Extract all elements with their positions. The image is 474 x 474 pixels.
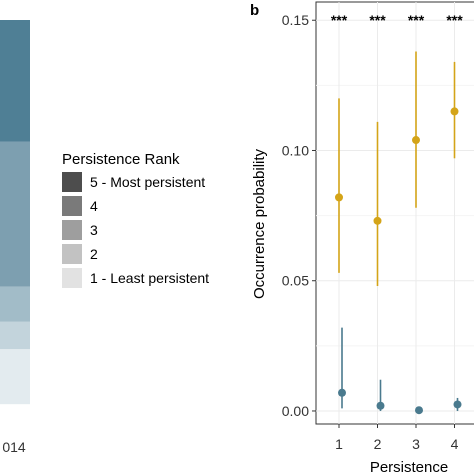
bar-segment-rank-5 <box>0 20 30 142</box>
significance-label: *** <box>369 12 386 28</box>
data-point <box>415 406 423 415</box>
y-tick-label: 0.00 <box>282 403 309 419</box>
x-tick-label: 3 <box>412 436 420 452</box>
panel-b-plot: 0.00 0.05 0.10 0.15 1 2 3 4 *** *** *** *** <box>282 1 474 452</box>
legend-title: Persistence Rank <box>62 151 180 168</box>
y-axis-label: Occurrence probability <box>251 148 268 299</box>
legend-swatch <box>62 172 82 192</box>
significance-marks: *** *** *** *** <box>331 12 463 28</box>
legend-entry-label: 5 - Most persistent <box>90 174 205 190</box>
legend-items: 5 - Most persistent 4 3 2 1 - Least persiste… <box>62 172 209 288</box>
panel-b-label: b <box>250 2 259 19</box>
y-axis-ticks: 0.00 0.05 0.10 0.15 <box>282 12 316 419</box>
panel-a-stacked-bar <box>0 20 30 405</box>
x-axis-ticks: 1 2 3 4 <box>335 424 459 452</box>
legend-entry-label: 3 <box>90 222 98 238</box>
legend-swatch <box>62 268 82 288</box>
bar-segment-rank-1 <box>0 349 30 405</box>
y-tick-label: 0.15 <box>282 12 309 28</box>
data-point <box>335 193 343 202</box>
legend-entry-label: 4 <box>90 198 98 214</box>
plot-frame <box>315 1 474 425</box>
significance-label: *** <box>408 12 425 28</box>
y-tick-label: 0.10 <box>282 142 309 158</box>
legend-swatch <box>62 196 82 216</box>
legend: Persistence Rank 5 - Most persistent 4 3 2 1… <box>62 151 209 288</box>
significance-label: *** <box>446 12 463 28</box>
x-tick-label: 1 <box>335 436 343 452</box>
legend-swatch <box>62 244 82 264</box>
data-point <box>450 107 459 116</box>
significance-label: *** <box>331 12 348 28</box>
data-point <box>373 216 382 225</box>
data-point <box>338 388 346 397</box>
panel-a-x-tick-label: 014 <box>2 439 26 455</box>
data-marks <box>335 51 462 415</box>
data-point <box>412 136 420 145</box>
legend-entry-label: 2 <box>90 246 98 262</box>
legend-swatch <box>62 220 82 240</box>
data-point <box>453 400 462 409</box>
bar-segment-rank-2 <box>0 321 30 350</box>
x-tick-label: 2 <box>374 436 382 452</box>
bar-segment-rank-3 <box>0 286 30 322</box>
x-tick-label: 4 <box>451 436 459 452</box>
y-tick-label: 0.05 <box>282 273 309 289</box>
data-point <box>376 401 385 410</box>
legend-entry-label: 1 - Least persistent <box>90 270 209 286</box>
bar-segment-rank-4 <box>0 141 30 287</box>
x-axis-label: Persistence <box>370 459 448 474</box>
